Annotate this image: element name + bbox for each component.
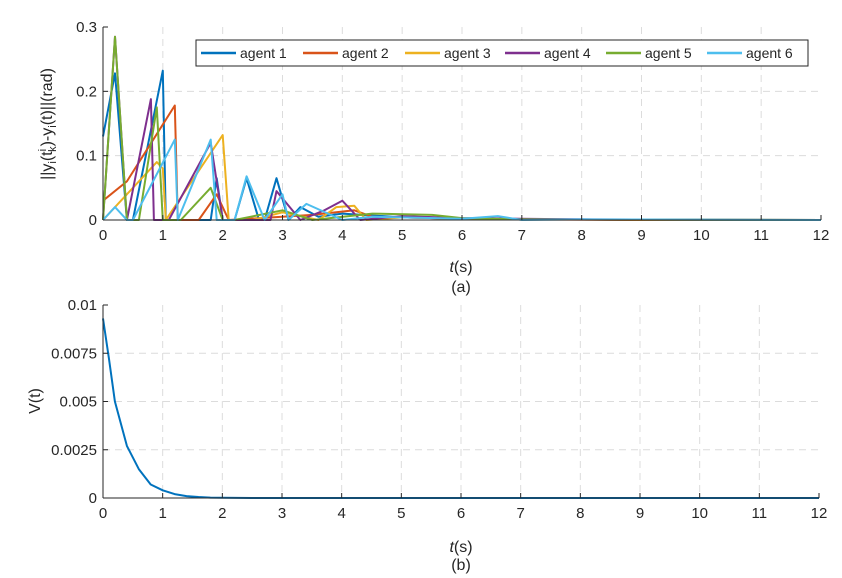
panel-label-b: (b) xyxy=(451,557,471,574)
panel-label-a: (a) xyxy=(451,279,471,296)
x-tick-label: 5 xyxy=(397,505,405,522)
y-axis-label-b: V(t) xyxy=(27,388,44,414)
y-tick-label: 0.2 xyxy=(76,83,97,100)
y-tick-label: 0 xyxy=(89,212,97,229)
x-tick-label: 2 xyxy=(218,505,226,522)
axes-b xyxy=(102,304,820,499)
x-tick-label: 4 xyxy=(337,505,345,522)
panel-b: 0 1 2 3 4 5 6 7 8 9 10 11 12 00.00250.0050.00750.01 … xyxy=(27,297,827,574)
x-tick-label: 0 xyxy=(99,227,107,244)
x-tick-labels-b: 0 1 2 3 4 5 6 7 8 9 10 11 12 xyxy=(99,505,828,522)
legend: agent 1 agent 2 agent 3 agent 4 agent 5 … xyxy=(195,39,809,67)
x-axis-label-a: t(s) xyxy=(449,259,472,276)
x-tick-label: 6 xyxy=(457,505,465,522)
x-tick-label: 5 xyxy=(398,227,406,244)
y-tick-label: 0.005 xyxy=(59,394,97,411)
x-tick-labels-a: 0 1 2 3 4 5 6 7 8 9 10 11 12 xyxy=(99,227,830,244)
grid-b xyxy=(103,305,819,498)
y-tick-label: 0.1 xyxy=(76,148,97,165)
axes-a xyxy=(102,26,822,221)
x-tick-label: 11 xyxy=(752,505,768,522)
y-tick-label: 0.01 xyxy=(68,297,97,314)
y-tick-label: 0 xyxy=(89,490,97,507)
y-tick-label: 0.0075 xyxy=(51,345,97,362)
legend-label-agent-4: agent 4 xyxy=(544,45,591,61)
legend-label-agent-2: agent 2 xyxy=(342,45,389,61)
legend-label-agent-1: agent 1 xyxy=(240,45,287,61)
x-tick-label: 2 xyxy=(218,227,226,244)
x-tick-label: 0 xyxy=(99,505,107,522)
legend-label-agent-3: agent 3 xyxy=(444,45,491,61)
x-tick-label: 3 xyxy=(278,505,286,522)
x-axis-label-b: t(s) xyxy=(449,539,472,556)
legend-label-agent-6: agent 6 xyxy=(746,45,793,61)
legend-label-agent-5: agent 5 xyxy=(645,45,692,61)
x-tick-label: 7 xyxy=(518,227,526,244)
y-tick-label: 0.0025 xyxy=(51,442,97,459)
y-tick-labels-b: 0 0.0025 0.005 0.0075 0.01 xyxy=(51,297,97,507)
x-tick-label: 12 xyxy=(811,505,828,522)
y-tick-label: 0.3 xyxy=(76,19,97,36)
x-tick-label: 3 xyxy=(278,227,286,244)
x-tick-label: 8 xyxy=(576,505,584,522)
x-tick-label: 10 xyxy=(691,505,708,522)
x-tick-label: 9 xyxy=(637,227,645,244)
x-tick-label: 1 xyxy=(159,227,167,244)
x-tick-label: 12 xyxy=(813,227,830,244)
x-tick-label: 9 xyxy=(636,505,644,522)
y-tick-labels-a: 0 0.1 0.2 0.3 xyxy=(76,19,97,229)
y-axis-label-a: ||yi(tik)-yi(t)||(rad) xyxy=(37,68,59,180)
x-tick-label: 8 xyxy=(577,227,585,244)
series-line-agent-6 xyxy=(102,138,822,221)
panel-a: 0 1 2 3 4 5 6 7 8 9 10 11 12 00.10.20.3 agent 1 agen… xyxy=(37,19,829,296)
x-tick-label: 6 xyxy=(458,227,466,244)
legend-box xyxy=(195,39,809,67)
x-tick-label: 4 xyxy=(338,227,346,244)
x-tick-label: 10 xyxy=(693,227,710,244)
x-tick-label: 7 xyxy=(516,505,524,522)
x-tick-label: 1 xyxy=(158,505,166,522)
x-tick-label: 11 xyxy=(753,227,769,244)
